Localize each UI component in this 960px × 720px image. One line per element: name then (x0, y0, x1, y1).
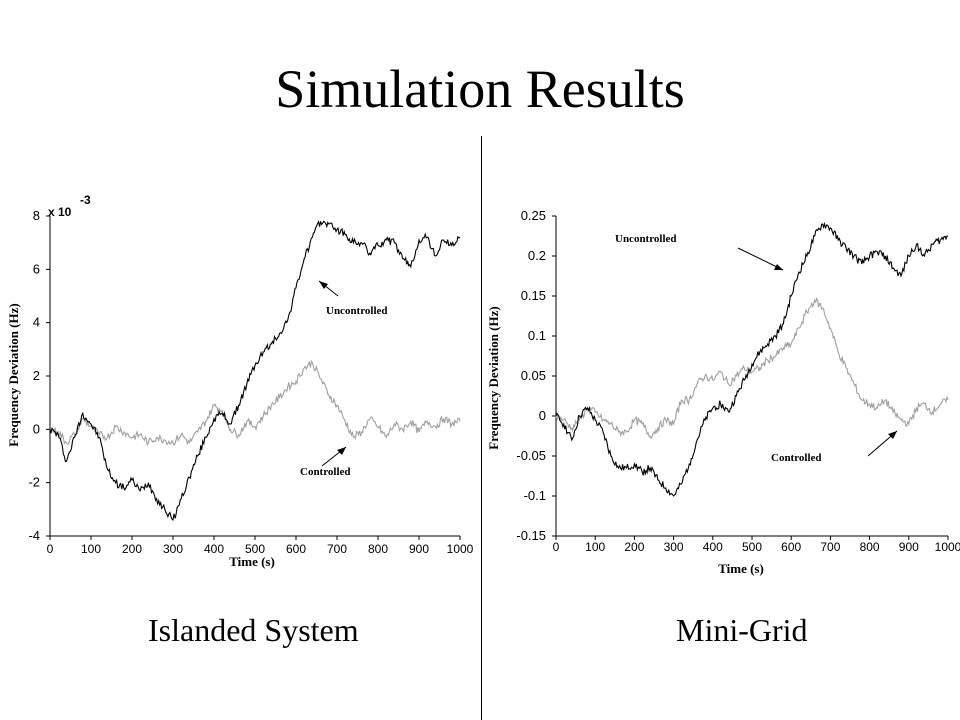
right-x-tick-label: 800 (860, 540, 880, 554)
left-x-tick-label: 100 (81, 542, 101, 556)
left-annotation-controlled: Controlled (300, 466, 351, 478)
right-x-tick-label: 100 (585, 540, 605, 554)
right-y-tick-label: 0.15 (521, 288, 546, 303)
right-x-tick-label: 600 (781, 540, 801, 554)
left-x-tick-label: 800 (368, 542, 388, 556)
right-x-tick-label: 400 (703, 540, 723, 554)
left-x-tick-label: 300 (163, 542, 183, 556)
left-y-multiplier-exponent: -3 (80, 193, 91, 207)
left-series-uncontrolled (49, 219, 461, 522)
left-x-tick-label: 900 (409, 542, 429, 556)
left-x-tick-label: 600 (286, 542, 306, 556)
right-series-uncontrolled (555, 221, 948, 497)
right-arrowhead-controlled (888, 431, 897, 439)
right-series-controlled (555, 296, 949, 440)
caption-islanded-system: Islanded System (148, 612, 359, 648)
right-y-tick-label: 0.05 (521, 368, 546, 383)
left-x-tick-label: 0 (47, 542, 54, 556)
left-arrowhead-uncontrolled (319, 281, 328, 289)
right-y-tick-label: -0.15 (516, 528, 546, 543)
right-y-tick-label: 0 (539, 408, 546, 423)
right-y-tick-label: 0.2 (528, 248, 546, 263)
left-series-controlled (49, 359, 461, 447)
left-y-tick-label: 0 (33, 421, 40, 436)
right-y-axis-label: Frequency Deviation (Hz) (486, 306, 501, 449)
left-x-tick-label: 400 (204, 542, 224, 556)
left-y-multiplier: x 10 (48, 205, 72, 219)
caption-mini-grid: Mini-Grid (676, 612, 808, 648)
right-x-tick-label: 300 (664, 540, 684, 554)
right-x-tick-label: 1000 (935, 540, 960, 554)
right-arrowhead-uncontrolled (774, 264, 783, 270)
right-annotation-uncontrolled: Uncontrolled (615, 233, 677, 245)
right-annotation-controlled: Controlled (771, 452, 822, 464)
left-x-axis-label: Time (s) (229, 554, 275, 569)
left-y-tick-label: 8 (33, 208, 40, 223)
left-y-tick-label: -4 (28, 528, 40, 543)
right-x-tick-label: 700 (820, 540, 840, 554)
right-arrow-uncontrolled (737, 247, 784, 271)
left-y-tick-label: 2 (33, 368, 40, 383)
right-x-tick-label: 900 (899, 540, 919, 554)
left-x-tick-label: 500 (245, 542, 265, 556)
right-y-tick-label: -0.1 (524, 488, 546, 503)
panel-divider (481, 136, 482, 720)
left-y-tick-label: 4 (33, 315, 40, 330)
slide-title: Simulation Results (275, 59, 685, 119)
left-x-tick-label: 700 (327, 542, 347, 556)
left-y-tick-label: 6 (33, 261, 40, 276)
right-x-tick-label: 500 (742, 540, 762, 554)
left-y-axis-label: Frequency Deviation (Hz) (6, 303, 21, 446)
right-y-tick-label: -0.05 (516, 448, 546, 463)
right-y-tick-label: 0.25 (521, 208, 546, 223)
left-x-tick-label: 1000 (447, 542, 474, 556)
right-x-tick-label: 200 (624, 540, 644, 554)
left-annotation-uncontrolled: Uncontrolled (326, 305, 388, 317)
left-x-tick-label: 200 (122, 542, 142, 556)
right-y-tick-label: 0.1 (528, 328, 546, 343)
left-arrowhead-controlled (337, 447, 346, 455)
right-x-axis-label: Time (s) (718, 561, 764, 576)
left-y-tick-label: -2 (28, 475, 40, 490)
right-x-tick-label: 0 (553, 540, 560, 554)
